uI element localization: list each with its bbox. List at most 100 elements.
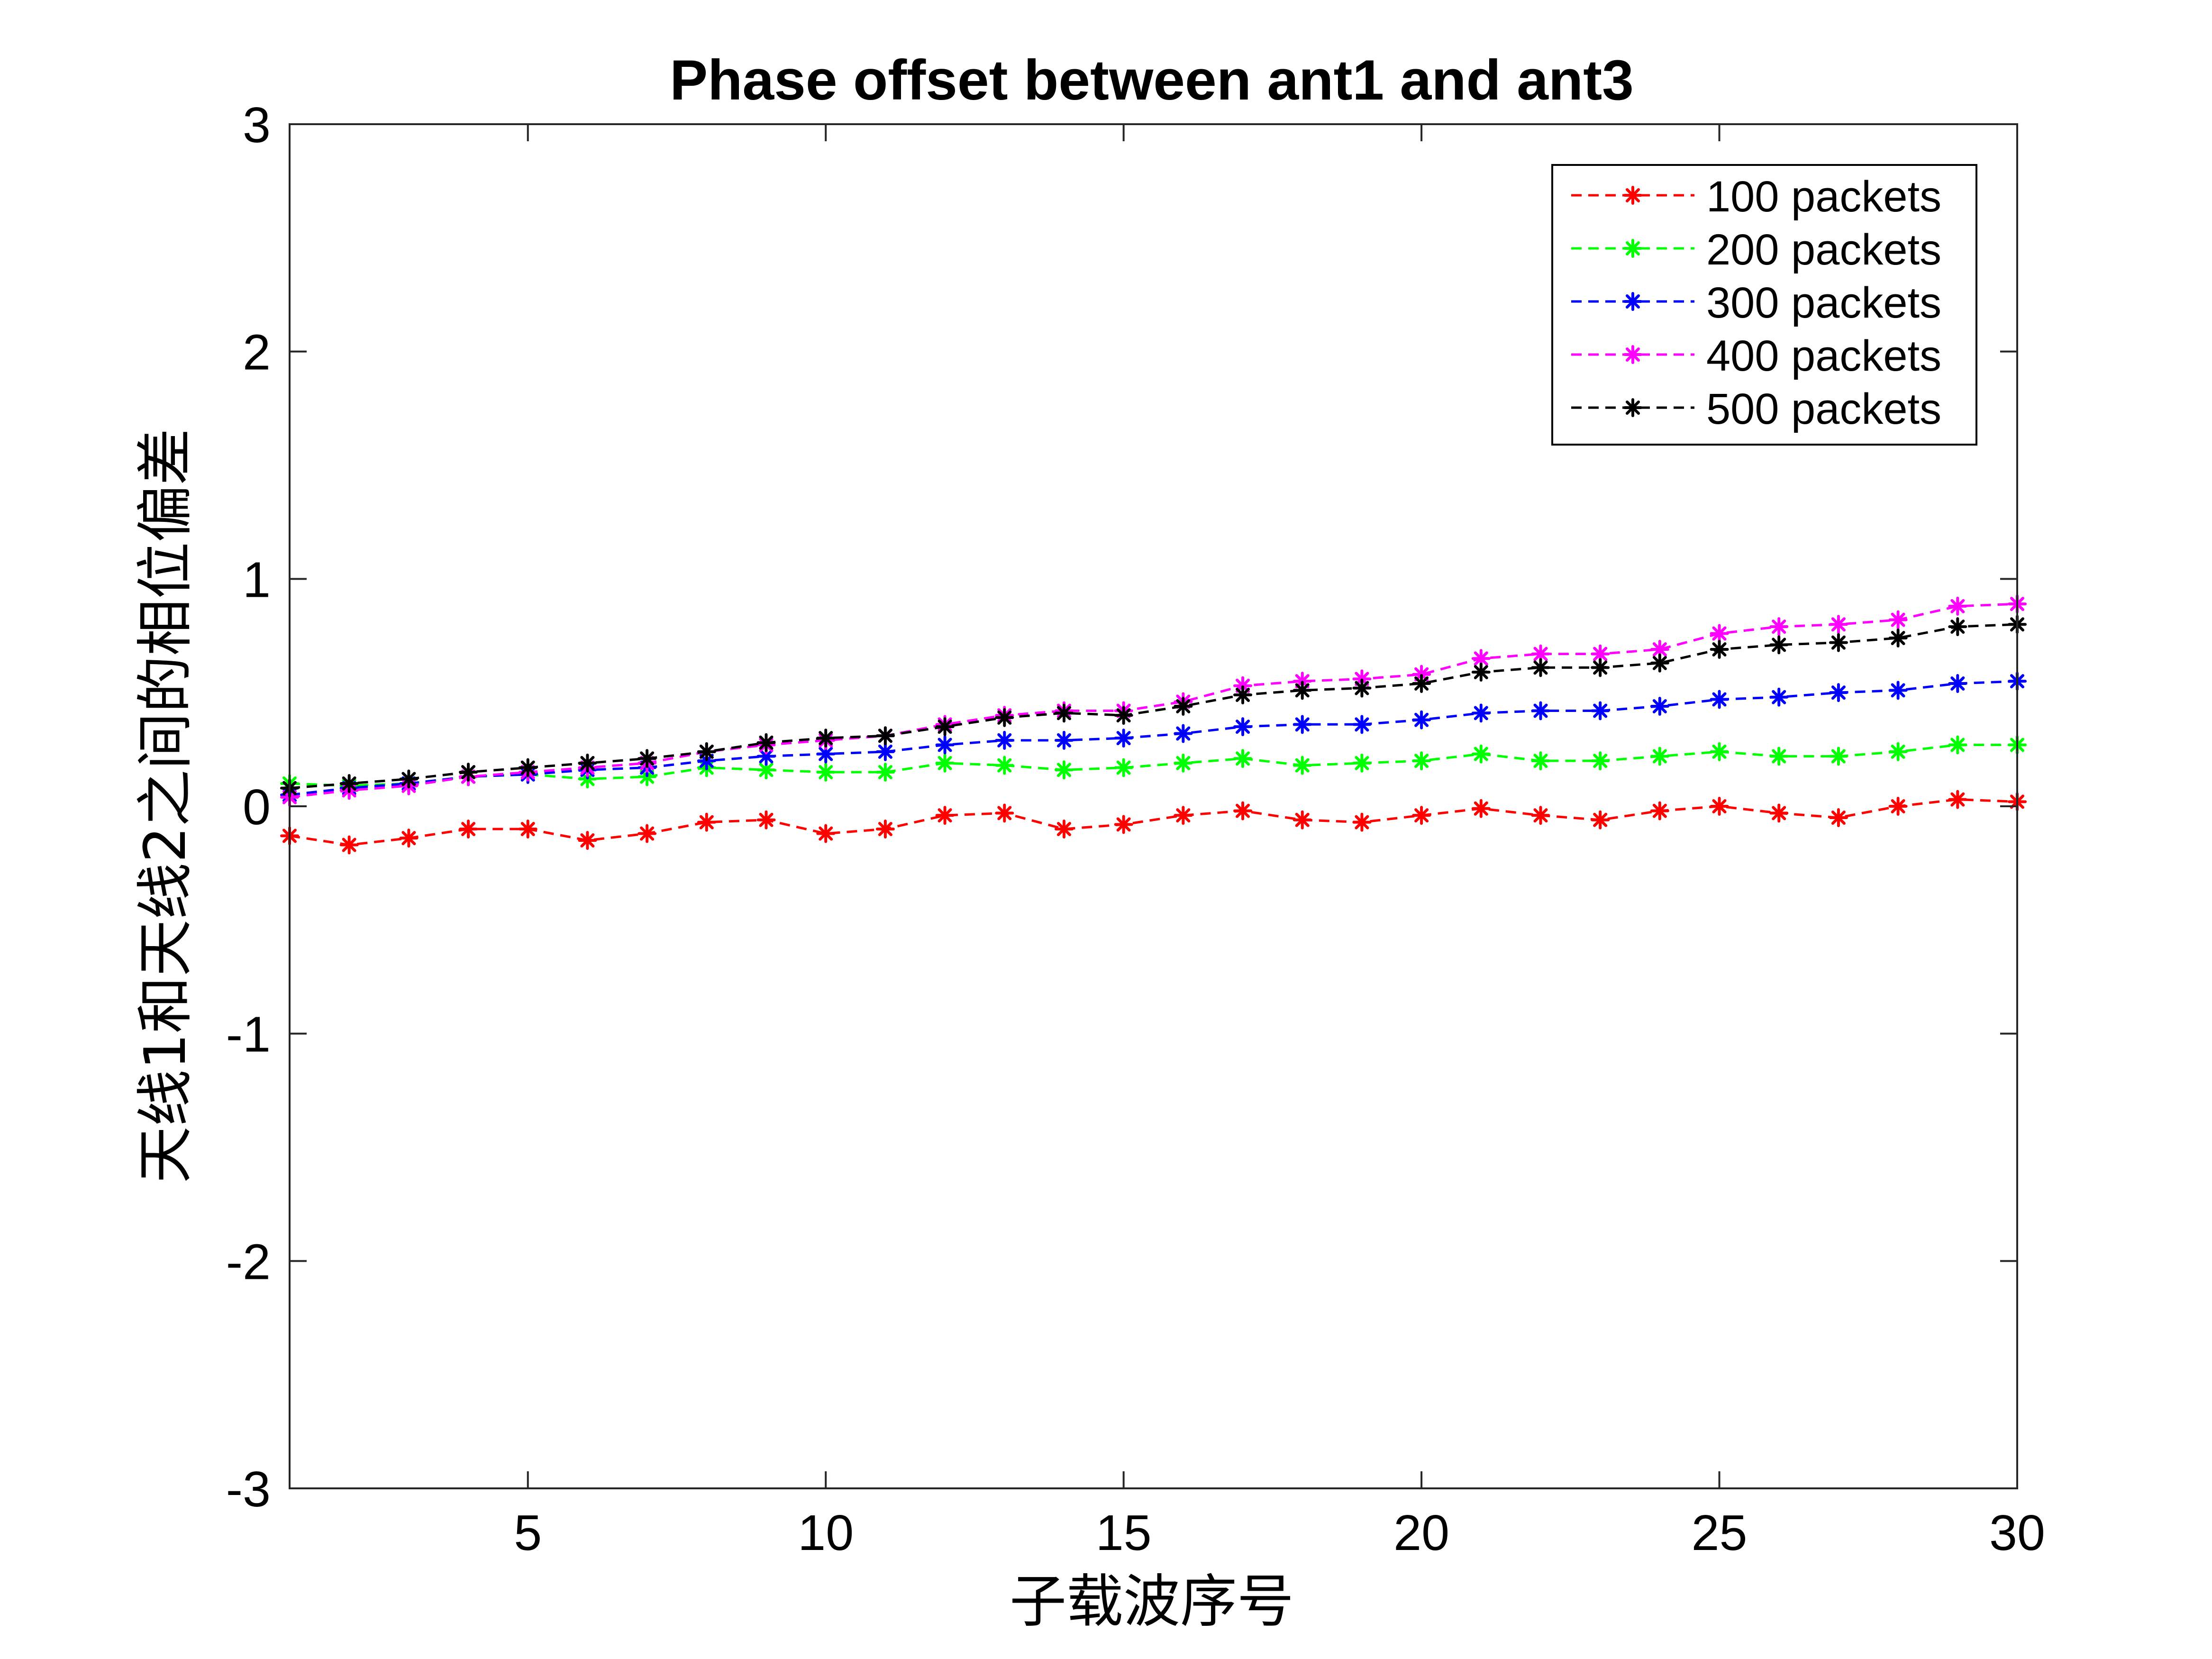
data-point: [1054, 819, 1074, 839]
data-point: [1054, 703, 1074, 723]
data-point: [995, 730, 1014, 750]
data-point: [1650, 640, 1669, 659]
data-point: [1293, 810, 1312, 830]
data-point: [1174, 724, 1193, 743]
x-tick-label: 25: [1692, 1505, 1748, 1561]
x-tick-label: 20: [1393, 1505, 1449, 1561]
chart-title: Phase offset between ant1 and ant3: [670, 48, 1634, 112]
y-tick-label: -3: [226, 1461, 271, 1517]
data-point: [1233, 749, 1253, 768]
data-point: [816, 744, 836, 764]
y-tick-label: -1: [226, 1007, 271, 1063]
data-point: [697, 742, 716, 761]
legend: 100 packets 200 packets 300 packets 400 pac…: [1551, 164, 1977, 446]
data-point: [1591, 701, 1610, 720]
data-point: [339, 774, 359, 793]
data-point: [1531, 806, 1550, 825]
data-point: [1650, 696, 1669, 716]
data-point: [399, 829, 419, 848]
data-point: [935, 717, 955, 737]
data-point: [1591, 810, 1610, 830]
data-point: [1829, 808, 1848, 827]
legend-box: [1551, 164, 1977, 446]
x-tick-label: 5: [514, 1505, 542, 1561]
legend-label: 100 packets: [1706, 173, 1941, 221]
data-point: [578, 830, 597, 850]
data-point: [816, 824, 836, 843]
x-axis-label: 子载波序号: [1010, 1569, 1294, 1635]
data-point: [756, 760, 776, 780]
data-point: [1591, 751, 1610, 771]
data-point: [995, 708, 1014, 727]
data-point: [1471, 744, 1491, 764]
data-point: [1948, 735, 1967, 755]
data-point: [1352, 715, 1372, 734]
y-tick-label: 0: [243, 779, 271, 835]
data-point: [459, 819, 478, 839]
data-point: [1054, 760, 1074, 780]
data-point: [1471, 703, 1491, 723]
data-point: [1591, 658, 1610, 677]
data-point: [637, 824, 657, 843]
y-tick-label: -2: [226, 1234, 271, 1290]
legend-entry: 200 packets: [1571, 226, 1941, 274]
data-point: [1710, 797, 1729, 816]
data-point: [1948, 596, 1967, 616]
data-point: [1769, 635, 1789, 655]
data-point: [875, 819, 895, 839]
data-point: [1948, 790, 1967, 809]
data-point: [935, 806, 955, 825]
data-point: [816, 729, 836, 748]
data-point: [578, 753, 597, 773]
axis-tick-labels: 5 10 15 20 25 30 -3 -2 -1 0 1 2 3: [226, 97, 2045, 1561]
data-point: [1769, 747, 1789, 766]
legend-marker: [1623, 345, 1642, 364]
data-point: [1829, 633, 1848, 652]
data-point: [875, 763, 895, 782]
data-point: [399, 769, 419, 789]
data-point: [1471, 649, 1491, 668]
legend-marker: [1623, 239, 1642, 258]
data-point: [1114, 706, 1133, 725]
y-axis-label: 天线1和天线2之间的相位偏差: [133, 428, 199, 1184]
data-point: [1352, 812, 1372, 832]
data-point: [1769, 687, 1789, 707]
data-point: [1948, 617, 1967, 637]
x-tick-label: 10: [798, 1505, 854, 1561]
legend-marker: [1623, 292, 1642, 311]
data-point: [1888, 610, 1908, 629]
data-point: [1114, 815, 1133, 834]
data-point: [1412, 710, 1431, 729]
data-point: [1412, 674, 1431, 693]
data-point: [1054, 730, 1074, 750]
data-point: [1531, 701, 1550, 720]
data-point: [1829, 747, 1848, 766]
data-point: [1174, 753, 1193, 773]
legend-entry: 500 packets: [1571, 385, 1941, 433]
data-point: [697, 812, 716, 832]
data-point: [1174, 696, 1193, 716]
y-tick-label: 1: [243, 552, 271, 608]
legend-entry: 300 packets: [1571, 279, 1941, 327]
data-point: [1710, 640, 1729, 659]
data-point: [1174, 806, 1193, 825]
data-point: [1352, 753, 1372, 773]
data-point: [1293, 681, 1312, 700]
data-point: [1888, 742, 1908, 761]
data-point: [816, 763, 836, 782]
data-point: [1471, 662, 1491, 682]
data-point: [1710, 624, 1729, 643]
legend-label: 500 packets: [1706, 385, 1941, 433]
data-point: [1650, 801, 1669, 820]
data-point: [1888, 797, 1908, 816]
legend-entry: 100 packets: [1571, 173, 1941, 221]
x-tick-label: 15: [1096, 1505, 1152, 1561]
x-tick-label: 30: [1989, 1505, 2045, 1561]
data-point: [875, 726, 895, 746]
data-point: [995, 803, 1014, 823]
legend-marker: [1623, 398, 1642, 417]
data-point: [1710, 690, 1729, 709]
data-point: [1650, 653, 1669, 673]
y-tick-label: 3: [243, 97, 271, 153]
